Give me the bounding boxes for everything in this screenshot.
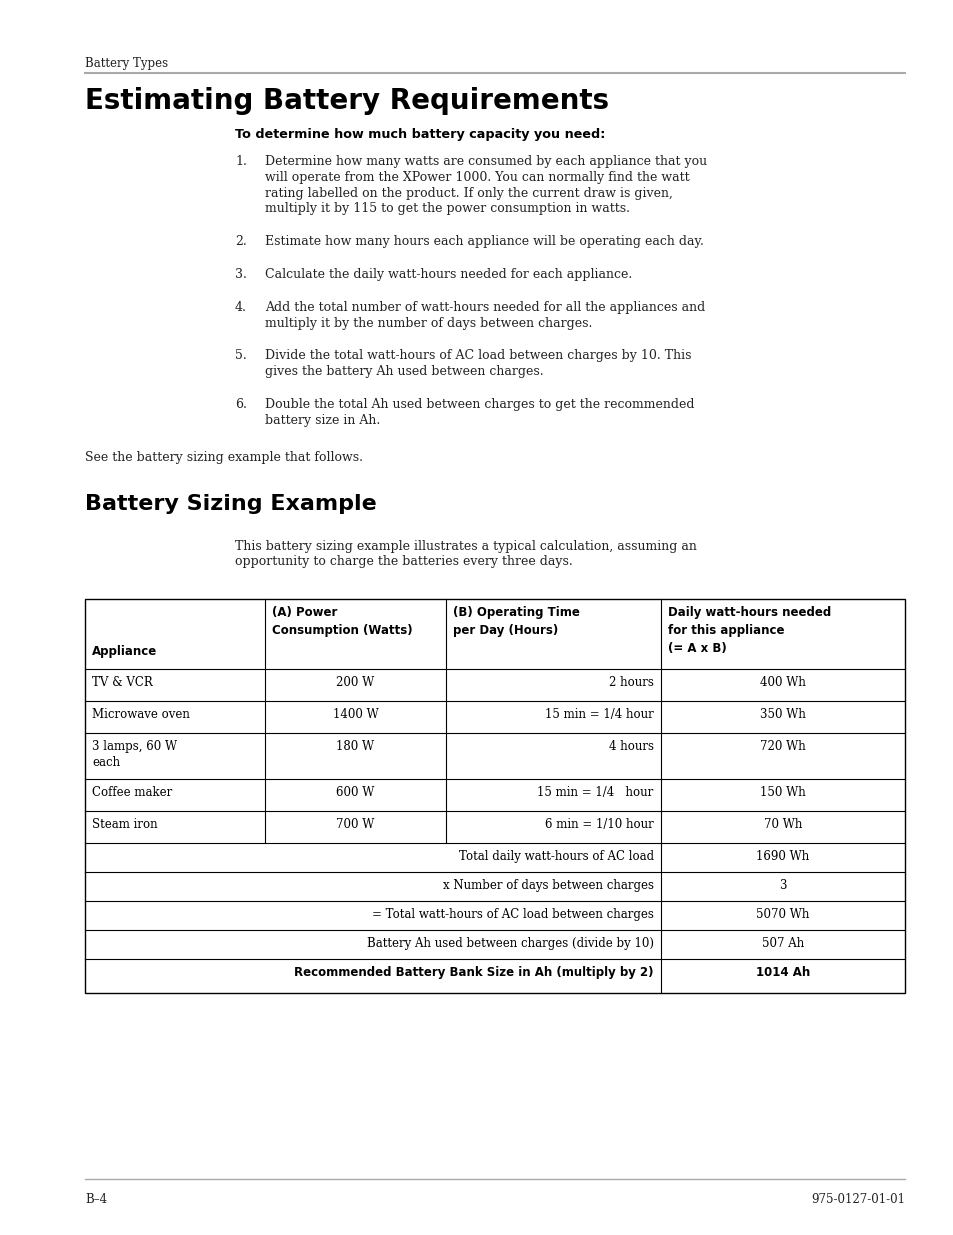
Text: Double the total Ah used between charges to get the recommended: Double the total Ah used between charges… — [265, 398, 694, 411]
Text: 1690 Wh: 1690 Wh — [756, 850, 809, 863]
Text: (A) Power: (A) Power — [272, 606, 337, 619]
Text: Add the total number of watt-hours needed for all the appliances and: Add the total number of watt-hours neede… — [265, 301, 704, 314]
Text: Battery Types: Battery Types — [85, 57, 168, 70]
Text: Daily watt-hours needed: Daily watt-hours needed — [667, 606, 830, 619]
Text: 350 Wh: 350 Wh — [760, 708, 805, 721]
Bar — [85, 599, 904, 993]
Text: each: each — [91, 756, 120, 769]
Text: 600 W: 600 W — [335, 787, 375, 799]
Text: 1.: 1. — [234, 156, 247, 168]
Text: gives the battery Ah used between charges.: gives the battery Ah used between charge… — [265, 366, 543, 378]
Text: 6 min = 1/10 hour: 6 min = 1/10 hour — [544, 819, 653, 831]
Text: (B) Operating Time: (B) Operating Time — [452, 606, 578, 619]
Text: opportunity to charge the batteries every three days.: opportunity to charge the batteries ever… — [234, 556, 572, 568]
Text: Microwave oven: Microwave oven — [91, 708, 190, 721]
Text: 4.: 4. — [234, 301, 247, 314]
Text: battery size in Ah.: battery size in Ah. — [265, 414, 380, 427]
Text: 15 min = 1/4 hour: 15 min = 1/4 hour — [544, 708, 653, 721]
Text: 3.: 3. — [234, 268, 247, 282]
Text: per Day (Hours): per Day (Hours) — [452, 624, 558, 637]
Text: Battery Sizing Example: Battery Sizing Example — [85, 494, 376, 514]
Text: 400 Wh: 400 Wh — [760, 677, 805, 689]
Text: See the battery sizing example that follows.: See the battery sizing example that foll… — [85, 451, 363, 463]
Text: Coffee maker: Coffee maker — [91, 787, 172, 799]
Text: multiply it by 115 to get the power consumption in watts.: multiply it by 115 to get the power cons… — [265, 203, 629, 215]
Text: 1400 W: 1400 W — [333, 708, 378, 721]
Text: Estimate how many hours each appliance will be operating each day.: Estimate how many hours each appliance w… — [265, 235, 703, 248]
Text: Recommended Battery Bank Size in Ah (multiply by 2): Recommended Battery Bank Size in Ah (mul… — [294, 966, 653, 979]
Text: 720 Wh: 720 Wh — [760, 740, 805, 753]
Text: Battery Ah used between charges (divide by 10): Battery Ah used between charges (divide … — [366, 937, 653, 950]
Text: 3 lamps, 60 W: 3 lamps, 60 W — [91, 740, 177, 753]
Text: 70 Wh: 70 Wh — [763, 819, 801, 831]
Text: x Number of days between charges: x Number of days between charges — [442, 879, 653, 892]
Text: for this appliance: for this appliance — [667, 624, 783, 637]
Text: Appliance: Appliance — [91, 645, 157, 658]
Text: Divide the total watt-hours of AC load between charges by 10. This: Divide the total watt-hours of AC load b… — [265, 350, 691, 362]
Text: 5070 Wh: 5070 Wh — [756, 908, 809, 921]
Text: rating labelled on the product. If only the current draw is given,: rating labelled on the product. If only … — [265, 186, 672, 200]
Text: 2.: 2. — [234, 235, 247, 248]
Text: 6.: 6. — [234, 398, 247, 411]
Text: 2 hours: 2 hours — [608, 677, 653, 689]
Text: Determine how many watts are consumed by each appliance that you: Determine how many watts are consumed by… — [265, 156, 706, 168]
Text: 3: 3 — [779, 879, 786, 892]
Text: 150 Wh: 150 Wh — [760, 787, 805, 799]
Text: Total daily watt-hours of AC load: Total daily watt-hours of AC load — [458, 850, 653, 863]
Text: 700 W: 700 W — [335, 819, 375, 831]
Text: 975-0127-01-01: 975-0127-01-01 — [810, 1193, 904, 1207]
Text: Steam iron: Steam iron — [91, 819, 157, 831]
Text: TV & VCR: TV & VCR — [91, 677, 152, 689]
Text: 5.: 5. — [234, 350, 247, 362]
Text: multiply it by the number of days between charges.: multiply it by the number of days betwee… — [265, 316, 592, 330]
Text: To determine how much battery capacity you need:: To determine how much battery capacity y… — [234, 128, 605, 141]
Text: 1014 Ah: 1014 Ah — [755, 966, 809, 979]
Text: 507 Ah: 507 Ah — [760, 937, 803, 950]
Text: = Total watt-hours of AC load between charges: = Total watt-hours of AC load between ch… — [372, 908, 653, 921]
Text: 15 min = 1/4   hour: 15 min = 1/4 hour — [537, 787, 653, 799]
Text: will operate from the XPower 1000. You can normally find the watt: will operate from the XPower 1000. You c… — [265, 170, 689, 184]
Text: Calculate the daily watt-hours needed for each appliance.: Calculate the daily watt-hours needed fo… — [265, 268, 632, 282]
Text: 4 hours: 4 hours — [608, 740, 653, 753]
Text: 180 W: 180 W — [336, 740, 375, 753]
Text: Consumption (Watts): Consumption (Watts) — [272, 624, 413, 637]
Text: This battery sizing example illustrates a typical calculation, assuming an: This battery sizing example illustrates … — [234, 540, 696, 552]
Text: B–4: B–4 — [85, 1193, 107, 1207]
Text: 200 W: 200 W — [336, 677, 375, 689]
Text: Estimating Battery Requirements: Estimating Battery Requirements — [85, 86, 608, 115]
Text: (= A x B): (= A x B) — [667, 642, 726, 656]
